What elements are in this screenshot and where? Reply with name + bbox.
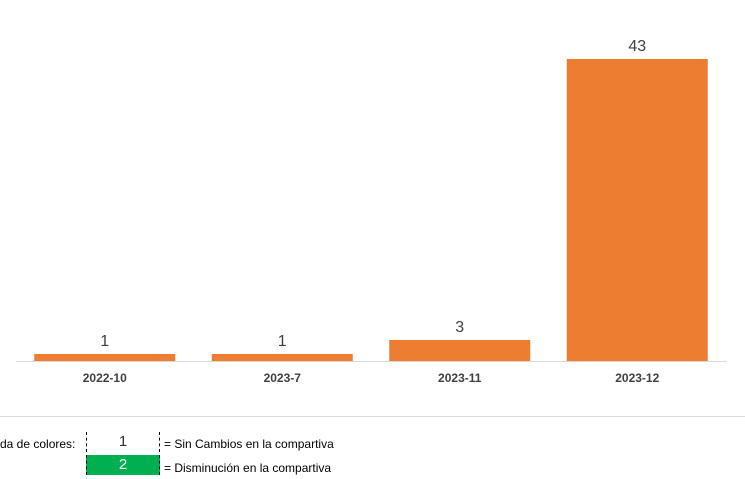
legend-title: da de colores: xyxy=(0,437,76,451)
bar-2023-12 xyxy=(566,59,708,361)
bar-2022-10 xyxy=(34,353,176,361)
bar-chart: 1 2022-10 1 2023-7 3 2023-11 43 2023-12 xyxy=(16,38,726,385)
color-legend: da de colores: 1 = Sin Cambios en la com… xyxy=(0,430,745,479)
data-label-2022-10: 1 xyxy=(100,333,109,350)
x-tick-label-2022-10: 2022-10 xyxy=(83,371,127,385)
data-label-2023-11: 3 xyxy=(455,319,464,336)
x-tick-label-2023-11: 2023-11 xyxy=(438,371,482,385)
bar-2023-11 xyxy=(389,339,531,361)
legend-swatch-no-change: 1 xyxy=(86,432,160,452)
data-label-2023-7: 1 xyxy=(278,333,287,350)
legend-swatch-decrease: 2 xyxy=(86,455,160,475)
bar-2023-7 xyxy=(211,353,353,361)
chart-svg: 1 2022-10 1 2023-7 3 2023-11 43 2023-12 xyxy=(16,38,726,385)
data-label-2023-12: 43 xyxy=(628,38,646,55)
legend-label-decrease: = Disminución en la compartiva xyxy=(164,461,332,475)
section-divider xyxy=(0,416,745,417)
legend-label-no-change: = Sin Cambios en la compartiva xyxy=(164,437,334,451)
x-tick-label-2023-7: 2023-7 xyxy=(264,371,302,385)
x-tick-label-2023-12: 2023-12 xyxy=(615,371,659,385)
